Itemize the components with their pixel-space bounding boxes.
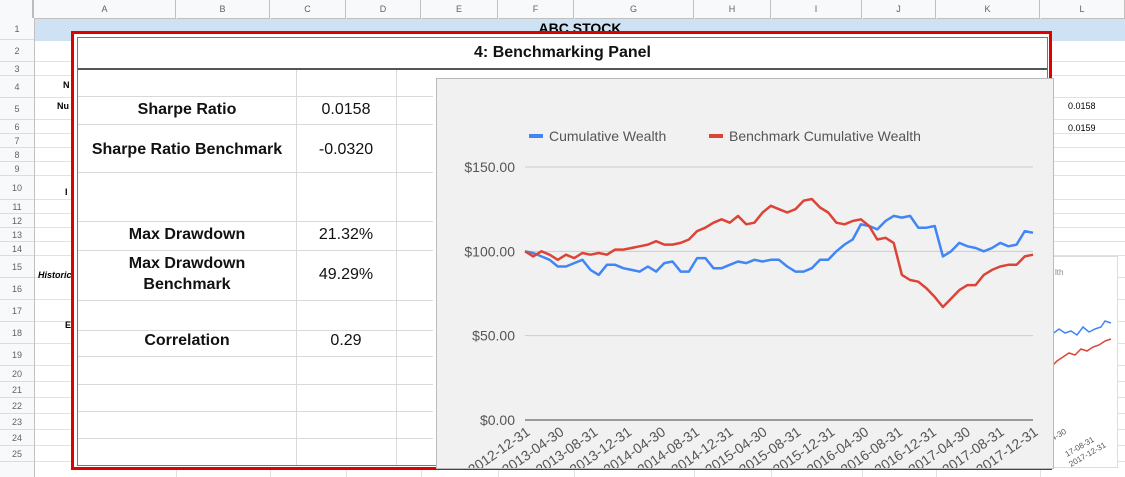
row-header[interactable]: 12 xyxy=(0,214,34,228)
row-header-bar: 1 2 3 4 5 6 7 8 9 10 11 12 13 14 15 16 17 18 19 20 21 22 23 24 2… xyxy=(0,18,35,477)
row-header[interactable]: 13 xyxy=(0,228,34,242)
row-header[interactable]: 23 xyxy=(0,414,34,430)
row-header[interactable]: 14 xyxy=(0,242,34,256)
wealth-line-chart[interactable]: $150.00 $100.00 $50.00 $0.00 Cumulative Weal… xyxy=(436,78,1054,477)
benchmarking-panel: 4: Benchmarking Panel Sharpe Ratio 0.015… xyxy=(71,31,1054,477)
select-all-corner[interactable] xyxy=(0,0,34,18)
row-header[interactable]: 16 xyxy=(0,278,34,300)
row-header[interactable]: 3 xyxy=(0,62,34,76)
metric-label-sharpe-ratio-benchmark: Sharpe Ratio Benchmark xyxy=(91,141,283,158)
cell-l6-value: 0.0159 xyxy=(1068,123,1096,133)
column-header[interactable]: B xyxy=(176,0,270,18)
panel-row-divider xyxy=(78,300,433,301)
cell-l5-value: 0.0158 xyxy=(1068,101,1096,111)
panel-row-divider xyxy=(78,96,433,97)
metric-value-sharpe-ratio: 0.0158 xyxy=(321,101,371,118)
panel-col-divider-1 xyxy=(296,70,297,465)
cell-a10-label: I xyxy=(65,187,68,197)
cell-a17-label: E xyxy=(65,320,72,330)
row-header[interactable]: 8 xyxy=(0,148,34,162)
metric-value-max-drawdown: 21.32% xyxy=(318,226,374,243)
y-tick-label: $100.00 xyxy=(464,243,515,259)
panel-row-divider xyxy=(78,330,433,331)
panel-row-divider xyxy=(78,124,433,125)
legend-swatch-1 xyxy=(529,134,543,138)
row-header[interactable]: 9 xyxy=(0,162,34,176)
column-header[interactable]: K xyxy=(936,0,1040,18)
metric-label-correlation: Correlation xyxy=(144,332,230,349)
panel-row-divider xyxy=(78,384,433,385)
legend-swatch-2 xyxy=(709,134,723,138)
series-line-2 xyxy=(524,197,1034,309)
column-header[interactable]: E xyxy=(421,0,498,18)
panel-row-divider xyxy=(78,172,433,173)
benchmarking-panel-body: 4: Benchmarking Panel Sharpe Ratio 0.015… xyxy=(77,37,1054,477)
row-header[interactable]: 15 xyxy=(0,256,34,278)
row-header[interactable]: 20 xyxy=(0,366,34,382)
row-header[interactable]: 22 xyxy=(0,398,34,414)
row-header[interactable]: 1 xyxy=(0,18,34,40)
panel-row-divider xyxy=(78,438,433,439)
row-header[interactable]: 10 xyxy=(0,176,34,200)
column-header[interactable]: C xyxy=(270,0,346,18)
cell-a5-label: Nu xyxy=(57,101,69,111)
row-header[interactable]: 18 xyxy=(0,322,34,344)
background-chart-line-red xyxy=(1050,338,1112,368)
metric-value-max-drawdown-benchmark: 49.29% xyxy=(318,266,374,283)
column-header[interactable]: J xyxy=(862,0,936,18)
metric-label-max-drawdown: Max Drawdown xyxy=(128,226,246,243)
panel-title: 4: Benchmarking Panel xyxy=(78,38,1047,70)
row-header[interactable]: 24 xyxy=(0,430,34,446)
legend-label-1: Cumulative Wealth xyxy=(549,128,666,144)
cell-a15-label: Historic xyxy=(38,270,72,280)
row-header[interactable]: 5 xyxy=(0,98,34,120)
background-chart-line-blue xyxy=(1050,320,1112,337)
row-header[interactable]: 2 xyxy=(0,40,34,62)
background-chart-legend-fragment: lth xyxy=(1055,268,1063,277)
y-tick-label: $50.00 xyxy=(472,328,515,344)
row-header[interactable]: 25 xyxy=(0,446,34,462)
wealth-chart-svg: $150.00 $100.00 $50.00 $0.00 Cumulative Weal… xyxy=(464,128,1040,477)
background-chart-svg: lth 4-30 17-08-31 2017-12-31 xyxy=(1050,268,1112,469)
column-header[interactable]: L xyxy=(1040,0,1125,18)
row-header[interactable]: 4 xyxy=(0,76,34,98)
row-header[interactable]: 17 xyxy=(0,300,34,322)
column-header[interactable]: F xyxy=(498,0,574,18)
metric-value-sharpe-ratio-benchmark: -0.0320 xyxy=(318,141,374,158)
row-header[interactable]: 7 xyxy=(0,134,34,148)
panel-row-divider xyxy=(78,250,433,251)
metric-value-correlation: 0.29 xyxy=(330,332,362,349)
series-line-1 xyxy=(524,214,1034,277)
row-header[interactable]: 19 xyxy=(0,344,34,366)
column-header[interactable]: H xyxy=(694,0,771,18)
panel-row-divider xyxy=(78,356,433,357)
y-tick-label: $0.00 xyxy=(480,412,515,428)
row-header[interactable]: 21 xyxy=(0,382,34,398)
column-header[interactable]: G xyxy=(574,0,694,18)
panel-row-divider xyxy=(78,411,433,412)
metric-label-max-drawdown-benchmark: Max Drawdown Benchmark xyxy=(128,255,246,293)
metric-label-sharpe-ratio: Sharpe Ratio xyxy=(137,101,237,118)
panel-col-divider-2 xyxy=(396,70,397,465)
panel-row-divider xyxy=(78,221,433,222)
cell-a4-label: N xyxy=(63,80,70,90)
legend-label-2: Benchmark Cumulative Wealth xyxy=(729,128,921,144)
row-header[interactable]: 11 xyxy=(0,200,34,214)
row-header[interactable]: 6 xyxy=(0,120,34,134)
y-tick-label: $150.00 xyxy=(464,159,515,175)
column-header[interactable]: A xyxy=(34,0,176,18)
column-header[interactable]: D xyxy=(346,0,421,18)
column-header[interactable]: I xyxy=(771,0,862,18)
